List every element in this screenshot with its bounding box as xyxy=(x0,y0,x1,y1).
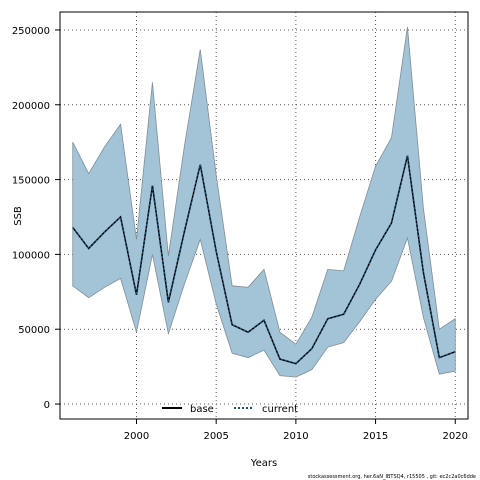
y-tick-label: 150000 xyxy=(12,176,50,187)
legend-label-base: base xyxy=(190,404,214,415)
y-tick-label: 100000 xyxy=(12,250,50,261)
y-axis: 0 50000 100000 150000 200000 250000 xyxy=(12,26,60,411)
x-tick-label: 2020 xyxy=(443,431,468,442)
x-axis-title: Years xyxy=(250,458,277,469)
series-line-current xyxy=(72,155,456,365)
y-axis-title: SSB xyxy=(13,206,24,226)
y-tick-label: 50000 xyxy=(18,325,50,336)
x-tick-label: 2010 xyxy=(283,431,308,442)
y-tick-label: 250000 xyxy=(12,26,50,37)
confidence-band xyxy=(72,26,456,378)
x-tick-label: 2000 xyxy=(124,431,149,442)
plot-frame xyxy=(59,11,469,420)
legend-label-current: current xyxy=(262,404,298,415)
y-tick-label: 0 xyxy=(44,400,50,411)
footnote: stockassessment.org, her.6aN_IBTSQ4, r15… xyxy=(308,474,476,480)
legend: base current xyxy=(162,404,298,415)
x-tick-label: 2005 xyxy=(203,431,228,442)
y-tick-label: 200000 xyxy=(12,101,50,112)
x-axis: 2000 2005 2010 2015 2020 xyxy=(124,419,468,442)
x-tick-label: 2015 xyxy=(363,431,388,442)
